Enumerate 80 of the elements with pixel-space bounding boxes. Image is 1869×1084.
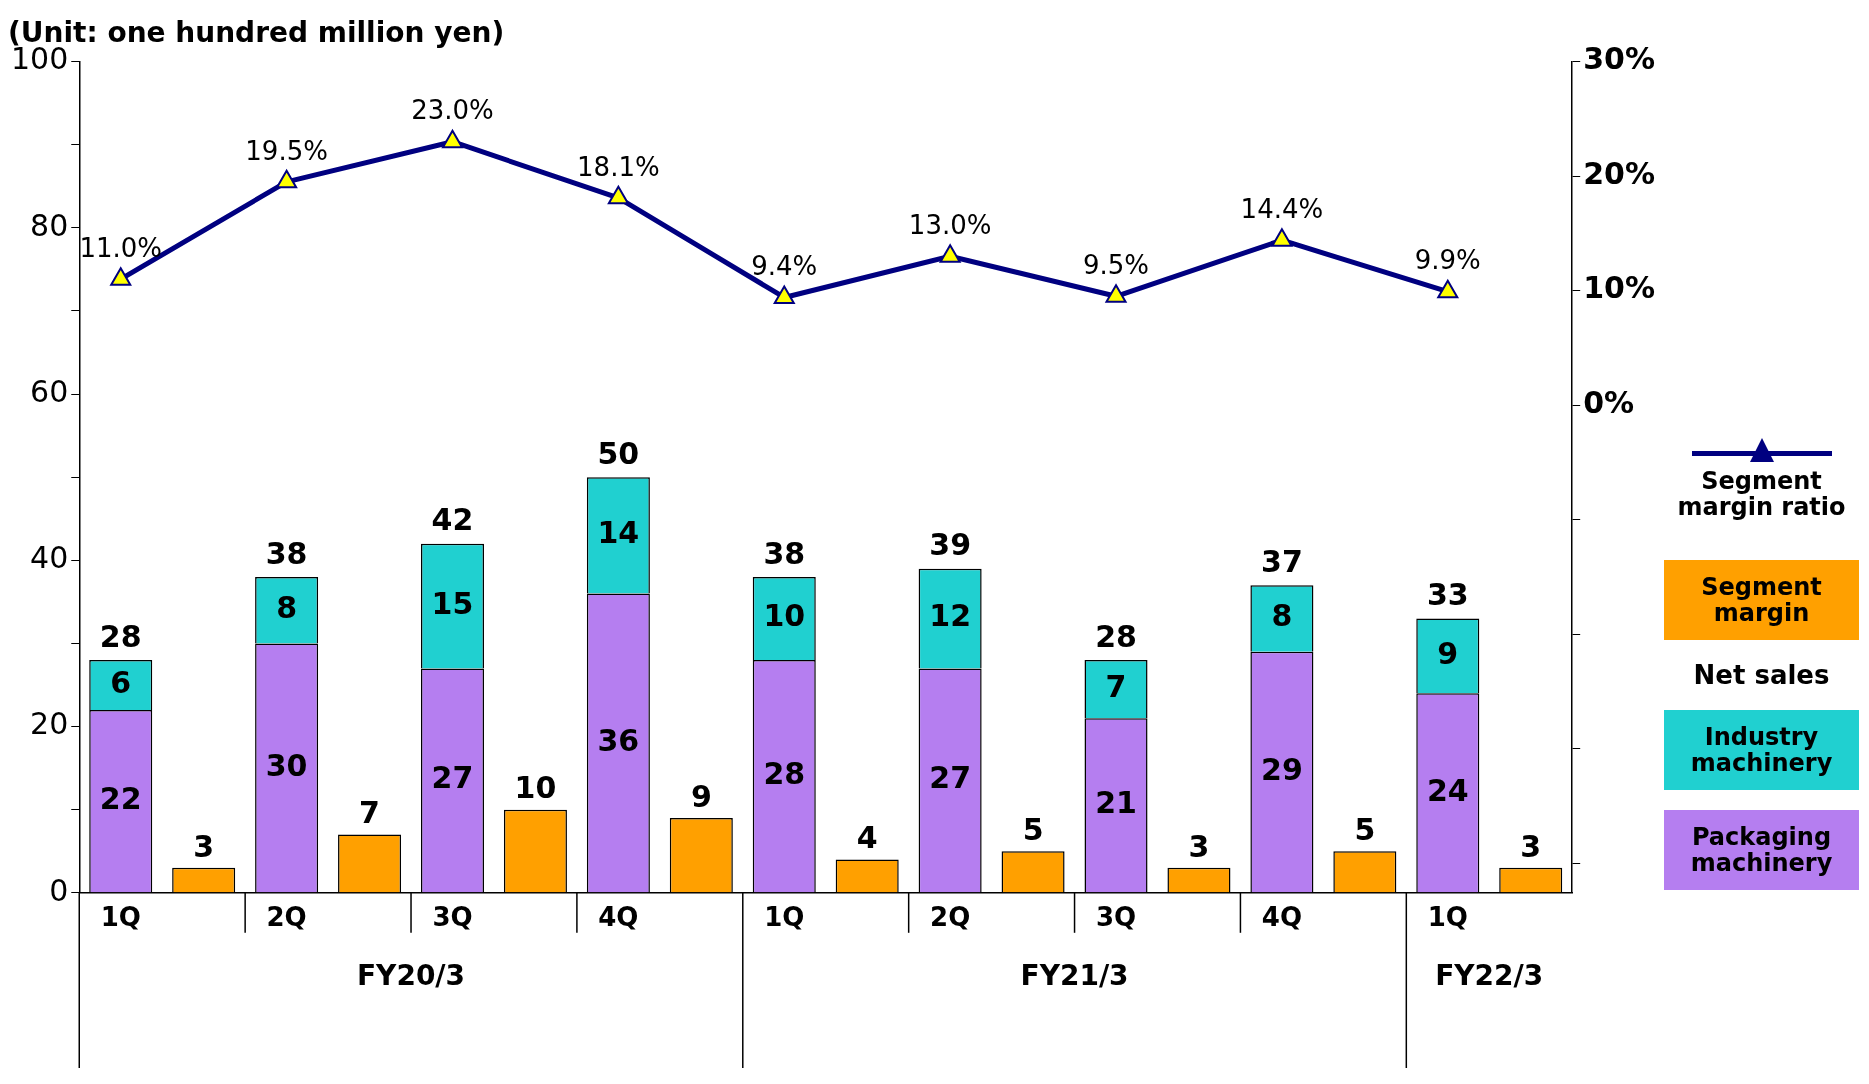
x-tick-label: 2Q xyxy=(930,902,971,933)
data-label: 30 xyxy=(265,747,308,783)
data-label: 28 xyxy=(763,755,806,791)
text: Industry machinery xyxy=(1664,710,1859,790)
text: FY22/3 xyxy=(1435,959,1544,993)
data-label: 23.0% xyxy=(411,95,494,126)
data-label: 14.4% xyxy=(1240,193,1324,224)
y-tick-label: 60 xyxy=(30,373,69,409)
total-label: 39 xyxy=(929,527,972,563)
data-label: 9.4% xyxy=(751,251,818,282)
data-label: 21 xyxy=(1095,785,1137,821)
legend-label: Segment margin ratio xyxy=(1676,467,1847,521)
data-label: 4 xyxy=(856,820,878,856)
data-label: 18.1% xyxy=(577,151,660,182)
data-label: 9.9% xyxy=(1414,245,1481,276)
data-label: 3 xyxy=(1188,828,1210,864)
text: FY21/3 xyxy=(1020,959,1129,993)
text: FY20/3 xyxy=(356,959,466,993)
text: Packaging machinery xyxy=(1664,810,1859,890)
data-label: 14 xyxy=(597,515,640,551)
data-label: 10 xyxy=(514,770,557,806)
legend-title: Net sales xyxy=(1692,660,1831,690)
y2-tick-label: 20% xyxy=(1583,155,1656,191)
data-label: 19.5% xyxy=(245,135,328,166)
data-label: 27 xyxy=(431,760,474,796)
total-label: 33 xyxy=(1426,577,1469,613)
x-tick-label: 4Q xyxy=(598,902,639,933)
point xyxy=(1105,284,1127,303)
data-label: 36 xyxy=(597,722,640,758)
data-label: 3 xyxy=(1520,828,1542,864)
data-label: 6 xyxy=(110,664,132,700)
total-label: 50 xyxy=(597,436,640,471)
y2-tick-label: 10% xyxy=(1583,270,1656,306)
point xyxy=(1437,279,1459,299)
data-label: 5 xyxy=(1354,812,1376,848)
total-label: 38 xyxy=(265,535,308,571)
x-tick-label: 3Q xyxy=(432,902,473,933)
data-label: 5 xyxy=(1022,812,1044,848)
point xyxy=(276,169,298,189)
y2-tick-label: 30% xyxy=(1583,41,1656,77)
data-label: 11.0% xyxy=(79,232,163,263)
point xyxy=(773,285,795,304)
y-tick-label: 80 xyxy=(30,207,69,243)
point xyxy=(607,185,629,205)
y-tick-label: 0 xyxy=(49,872,69,908)
point xyxy=(441,129,464,149)
y2-tick-label: 0% xyxy=(1583,384,1635,420)
total-label: 28 xyxy=(99,618,142,654)
data-label: 9.5% xyxy=(1082,250,1150,281)
data-label: 10 xyxy=(763,598,806,634)
data-label: 22 xyxy=(99,780,142,816)
data-label: 13.0% xyxy=(908,209,992,240)
x-tick-label: 2Q xyxy=(266,902,307,933)
text: Segment margin xyxy=(1664,560,1859,640)
y-tick-label: 20 xyxy=(30,706,69,742)
data-label: 12 xyxy=(929,598,972,634)
x-tick-label: 1Q xyxy=(764,902,805,933)
total-label: 38 xyxy=(763,535,806,571)
data-label: 9 xyxy=(1437,635,1459,671)
data-label: 8 xyxy=(276,589,298,625)
total-label: 42 xyxy=(431,502,474,538)
data-label: 27 xyxy=(929,760,972,796)
total-label: 37 xyxy=(1261,544,1303,580)
data-label: 24 xyxy=(1426,772,1469,808)
data-label: 3 xyxy=(193,828,215,864)
point xyxy=(1271,228,1293,247)
x-tick-label: 3Q xyxy=(1095,902,1137,933)
x-tick-label: 4Q xyxy=(1261,902,1302,933)
y-tick-label: 40 xyxy=(30,540,69,576)
point xyxy=(110,267,132,286)
data-label: 7 xyxy=(359,795,380,831)
x-tick-label: 1Q xyxy=(100,902,141,933)
data-label: 15 xyxy=(431,585,474,621)
total-label: 28 xyxy=(1095,618,1137,654)
point xyxy=(939,244,961,263)
data-label: 8 xyxy=(1271,598,1293,634)
x-tick-label: 1Q xyxy=(1427,902,1468,933)
data-label: 29 xyxy=(1261,751,1303,787)
data-label: 9 xyxy=(690,778,712,814)
data-label: 7 xyxy=(1105,668,1127,704)
